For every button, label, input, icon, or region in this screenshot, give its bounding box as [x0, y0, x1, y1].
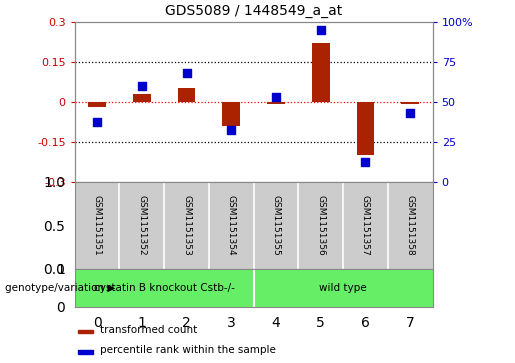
Text: GSM1151352: GSM1151352: [138, 195, 146, 256]
Bar: [178, 88, 196, 102]
Bar: [356, 102, 374, 155]
Text: genotype/variation ▶: genotype/variation ▶: [5, 283, 115, 293]
Bar: [312, 43, 330, 102]
Text: cystatin B knockout Cstb-/-: cystatin B knockout Cstb-/-: [94, 283, 235, 293]
Point: [138, 83, 146, 89]
Bar: [78, 330, 93, 333]
Text: wild type: wild type: [319, 283, 367, 293]
Text: transformed count: transformed count: [100, 325, 197, 335]
Point: [362, 159, 370, 165]
Point: [272, 94, 280, 100]
Bar: [88, 102, 106, 107]
Bar: [267, 102, 285, 104]
Text: GSM1151353: GSM1151353: [182, 195, 191, 256]
Bar: [78, 350, 93, 354]
Bar: [133, 94, 151, 102]
Text: GSM1151355: GSM1151355: [271, 195, 281, 256]
Text: GSM1151351: GSM1151351: [93, 195, 101, 256]
Text: GSM1151354: GSM1151354: [227, 195, 236, 256]
Text: GSM1151358: GSM1151358: [406, 195, 415, 256]
Bar: [401, 102, 419, 104]
Bar: [222, 102, 240, 126]
Text: percentile rank within the sample: percentile rank within the sample: [100, 346, 276, 355]
Title: GDS5089 / 1448549_a_at: GDS5089 / 1448549_a_at: [165, 4, 342, 18]
Point: [317, 27, 325, 33]
Point: [182, 70, 191, 76]
Point: [406, 110, 415, 116]
Text: GSM1151356: GSM1151356: [316, 195, 325, 256]
Text: GSM1151357: GSM1151357: [361, 195, 370, 256]
Point: [93, 119, 101, 125]
Point: [227, 127, 235, 133]
